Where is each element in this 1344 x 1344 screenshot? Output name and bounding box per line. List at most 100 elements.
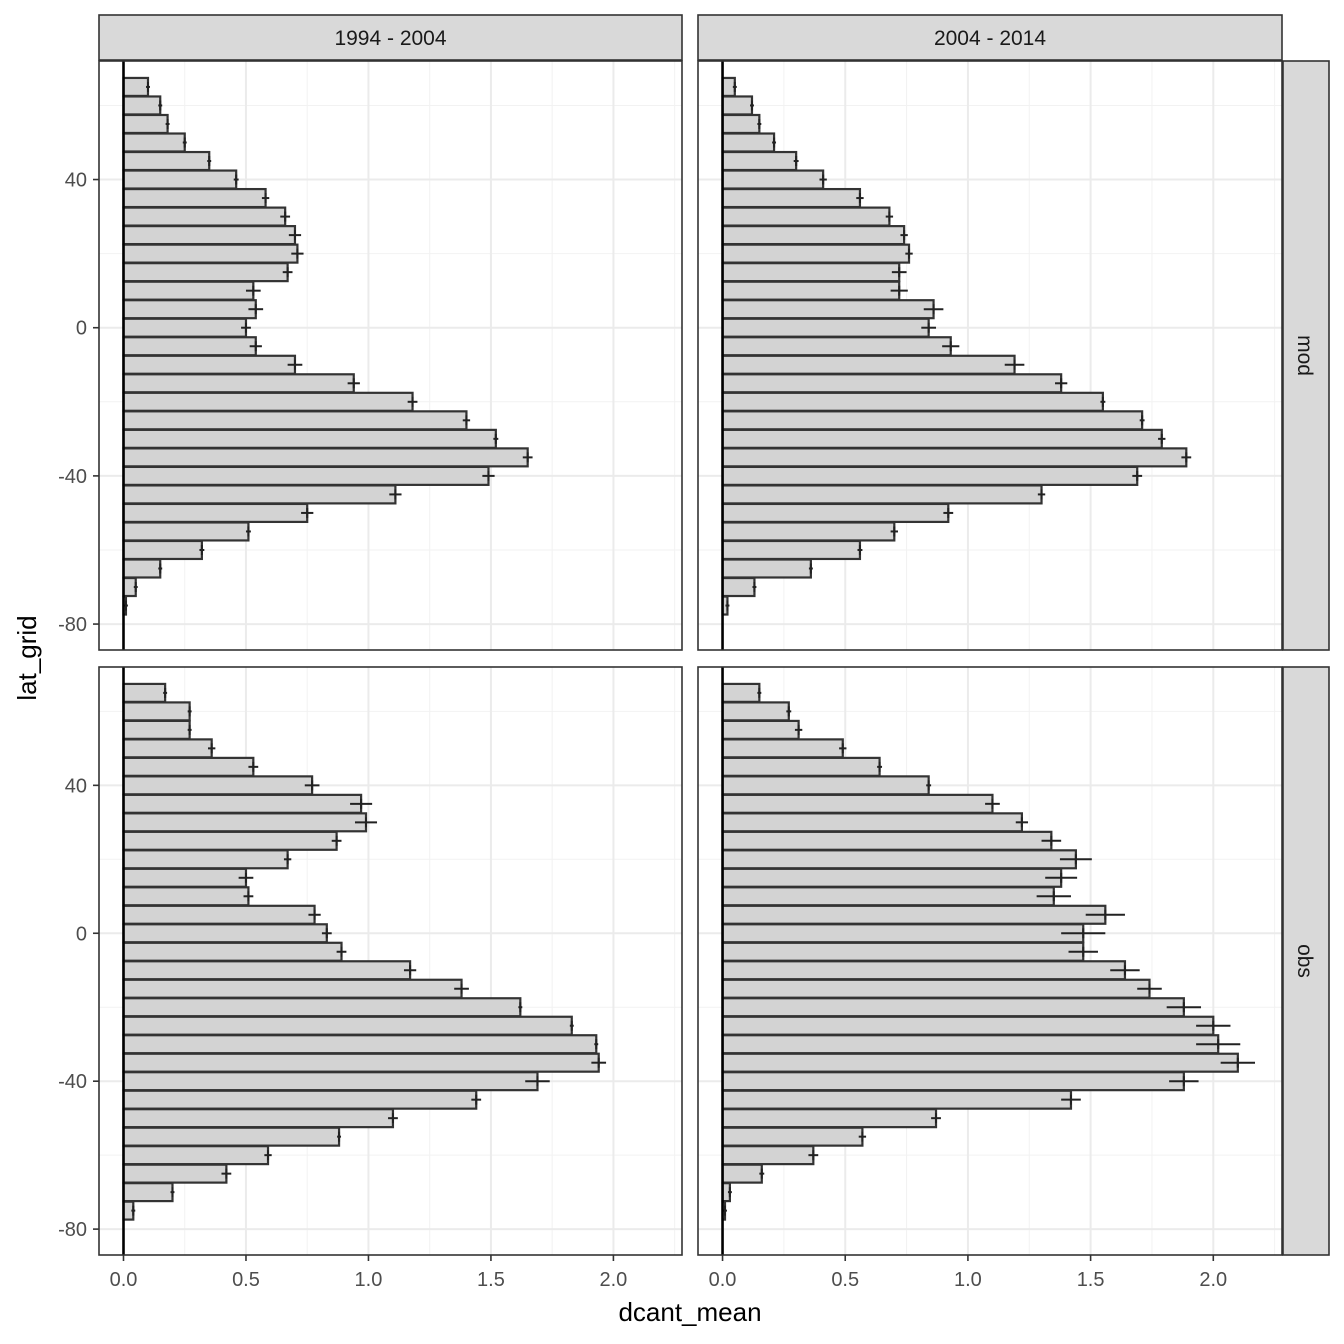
- bar: [122, 391, 414, 412]
- bar: [122, 76, 150, 98]
- bar: [122, 849, 289, 870]
- bar: [122, 1052, 600, 1073]
- bar: [721, 923, 1085, 944]
- bar: [721, 997, 1185, 1018]
- bar: [721, 793, 994, 814]
- bar: [122, 1034, 598, 1055]
- bar: [122, 775, 314, 796]
- y-tick-label: 0: [76, 318, 87, 340]
- x-tick-label: 1.5: [477, 1269, 505, 1291]
- bar: [721, 1015, 1215, 1036]
- bar: [122, 187, 267, 209]
- bar: [122, 1126, 341, 1147]
- y-axis-title: lat_grid: [12, 615, 42, 700]
- strip-row-2-bg: [1282, 666, 1330, 1256]
- bar: [122, 978, 463, 999]
- strip-col-2-label: 2004 - 2014: [934, 27, 1046, 50]
- bar: [122, 465, 490, 486]
- bar: [721, 484, 1043, 505]
- x-tick-label: 0.0: [110, 1269, 138, 1291]
- bar: [122, 1108, 395, 1129]
- bar: [122, 428, 497, 449]
- bar: [122, 280, 255, 301]
- bar: [721, 206, 891, 227]
- bar: [122, 793, 363, 814]
- bar: [122, 95, 162, 116]
- panels: [98, 60, 1283, 1256]
- bar: [721, 113, 761, 135]
- bar: [721, 830, 1053, 851]
- bar: [721, 719, 800, 740]
- bar: [721, 447, 1188, 468]
- bar: [721, 502, 950, 524]
- bar: [122, 1015, 573, 1036]
- bar: [721, 682, 761, 703]
- bar: [122, 317, 248, 338]
- y-tick-label: 0: [76, 923, 87, 945]
- bar: [122, 1071, 539, 1092]
- y-tick-label: -80: [58, 1219, 87, 1241]
- bar: [721, 225, 906, 246]
- bar: [721, 95, 754, 116]
- bar: [721, 1052, 1239, 1073]
- bar: [122, 113, 169, 135]
- strip-row-1-label: mod: [1293, 335, 1316, 376]
- bar: [721, 849, 1077, 870]
- x-tick-label: 1.0: [355, 1269, 383, 1291]
- y-tick-label: -40: [58, 1071, 87, 1093]
- bar: [122, 830, 338, 851]
- bar: [721, 904, 1107, 925]
- bar: [122, 960, 412, 981]
- column-strips: 1994 - 2004 2004 - 2014: [98, 14, 1283, 61]
- x-tick-label: 2.0: [600, 1269, 628, 1291]
- bar: [721, 317, 930, 338]
- bar: [721, 1071, 1185, 1092]
- panel-border: [98, 60, 683, 651]
- bar: [122, 997, 522, 1018]
- bar: [721, 775, 930, 796]
- bar: [122, 336, 257, 357]
- bar: [721, 886, 1055, 907]
- bar: [721, 576, 756, 598]
- bar: [721, 960, 1127, 981]
- bar: [721, 1089, 1073, 1110]
- x-axis: 0.0 0.5 1.0 1.5 2.0 0.0 0.5 1.0 1.5 2.0: [110, 1255, 1227, 1291]
- x-tick-label: 0.5: [831, 1269, 859, 1291]
- bar: [122, 502, 309, 524]
- bar: [721, 262, 901, 283]
- bar: [122, 904, 316, 925]
- bar: [721, 539, 862, 561]
- bar: [721, 738, 844, 759]
- x-tick-label: 0.0: [709, 1269, 737, 1291]
- bar: [721, 812, 1023, 833]
- bar: [122, 719, 191, 740]
- bar: [721, 521, 896, 542]
- bar: [721, 558, 812, 579]
- bar: [122, 132, 186, 153]
- bar: [122, 1182, 174, 1203]
- bar: [122, 941, 343, 962]
- bar: [721, 150, 798, 172]
- bar: [122, 262, 289, 283]
- panel-border: [98, 666, 683, 1256]
- strip-col-1-bg: [98, 14, 683, 61]
- bar: [122, 410, 468, 431]
- bar: [122, 1089, 478, 1110]
- bar: [721, 243, 911, 264]
- bar: [122, 150, 211, 172]
- panel-mod-1: [98, 60, 683, 651]
- bar: [122, 812, 368, 833]
- bar: [721, 410, 1144, 431]
- bar: [122, 299, 257, 320]
- bar: [122, 447, 529, 468]
- bar: [122, 1145, 270, 1166]
- strip-col-1-label: 1994 - 2004: [334, 27, 446, 50]
- bar: [122, 484, 397, 505]
- y-tick-label: -80: [58, 614, 87, 636]
- panel-mod-2: [697, 60, 1283, 651]
- bar: [721, 465, 1139, 486]
- x-tick-label: 1.0: [954, 1269, 982, 1291]
- bar: [122, 1163, 228, 1184]
- bar: [721, 169, 825, 190]
